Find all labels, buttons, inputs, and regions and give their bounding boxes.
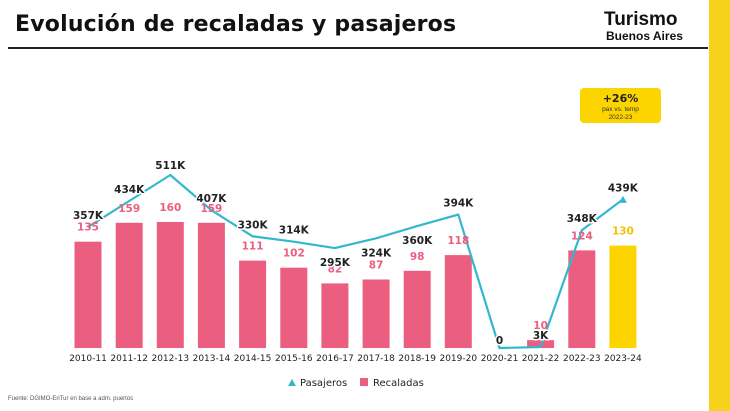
logo-line-1: Turismo	[604, 9, 678, 30]
bar-label-2015-16: 102	[283, 248, 305, 260]
pasajeros-line	[87, 173, 624, 350]
growth-badge-line2: 2022-23	[609, 114, 633, 121]
pasajeros-value-labels: 357K 434K 511K 407K 330K 314K 295K 324K 360K 394K…	[71, 159, 640, 349]
bar-label-2017-18: 87	[369, 260, 384, 272]
pasajeros-label-2017-18: 324K	[361, 247, 392, 259]
category-label-2013-14: 2013-14	[193, 354, 231, 364]
pasajeros-label-2019-20: 394K	[443, 198, 474, 210]
logo-line-2: Buenos Aires	[606, 29, 683, 43]
bar-label-2023-24: 130	[612, 226, 634, 238]
pasajeros-label-2022-23: 348K	[567, 213, 598, 225]
category-label-2016-17: 2016-17	[316, 354, 354, 364]
pasajeros-label-2015-16: 314K	[279, 225, 310, 237]
growth-badge-box	[580, 88, 661, 123]
pasajeros-label-2012-13: 511K	[155, 160, 186, 172]
bar-recaladas-2022-23	[568, 250, 596, 348]
bar-recaladas-2017-18	[362, 279, 390, 348]
bar-label-2014-15: 111	[242, 241, 264, 253]
category-label-2017-18: 2017-18	[357, 354, 395, 364]
bar-value-labels: 135 159 160 159 111 102 82 87 98 118 10 124 130	[77, 202, 634, 332]
page-title: Evolución de recaladas y pasajeros	[15, 12, 457, 37]
pasajeros-label-2013-14: 407K	[196, 193, 227, 205]
bar-recaladas-2012-13	[156, 222, 184, 348]
legend-pasajeros-marker	[288, 379, 296, 386]
bar-recaladas-2014-15	[239, 260, 267, 348]
bar-label-2013-14: 159	[200, 203, 222, 215]
legend-pasajeros-label: Pasajeros	[300, 378, 347, 389]
category-label-2023-24: 2023-24	[604, 354, 642, 364]
growth-badge: +26% pax vs. temp 2022-23	[580, 88, 661, 123]
category-labels: 2010-11 2011-12 2012-13 2013-14 2014-15 2015-…	[69, 354, 642, 364]
category-label-2020-21: 2020-21	[481, 354, 519, 364]
pasajeros-marker-2023-24	[618, 195, 627, 203]
bar-label-2021-22: 10	[533, 320, 548, 332]
pasajeros-label-2018-19: 360K	[402, 235, 433, 247]
category-label-2010-11: 2010-11	[69, 354, 107, 364]
growth-badge-line1: pax vs. temp	[602, 106, 639, 113]
bar-recaladas-2016-17	[321, 283, 349, 348]
legend-recaladas-marker	[360, 378, 368, 386]
legend-item-recaladas: Recaladas	[360, 378, 424, 389]
yellow-side-bar	[709, 0, 730, 411]
legend-item-pasajeros: Pasajeros	[288, 378, 347, 389]
pasajeros-label-2021-22: 3K	[533, 330, 549, 342]
bar-label-2016-17: 82	[328, 263, 343, 275]
pasajeros-label-2011-12: 434K	[114, 184, 145, 196]
pasajeros-label-2023-24: 439K	[608, 182, 639, 194]
legend-recaladas-label: Recaladas	[373, 378, 424, 389]
bar-group	[74, 222, 637, 348]
pasajeros-label-2020-21: 0	[496, 335, 503, 347]
bar-recaladas-2010-11	[74, 241, 102, 348]
bar-recaladas-2023-24	[609, 245, 637, 348]
bar-label-2011-12: 159	[118, 203, 140, 215]
source-note: Fuente: DGIMO-EnTur en base a adm. puert…	[8, 396, 134, 402]
bar-recaladas-2013-14	[197, 222, 225, 348]
bar-recaladas-2011-12	[115, 222, 143, 348]
bar-label-2012-13: 160	[159, 202, 181, 214]
category-label-2019-20: 2019-20	[439, 354, 477, 364]
category-label-2018-19: 2018-19	[398, 354, 436, 364]
legend: Pasajeros Recaladas	[288, 378, 424, 389]
category-label-2012-13: 2012-13	[151, 354, 189, 364]
bar-recaladas-2019-20	[444, 255, 472, 348]
bar-recaladas-2015-16	[280, 267, 308, 348]
bar-label-2010-11: 135	[77, 222, 99, 234]
bar-label-2019-20: 118	[447, 235, 469, 247]
category-label-2022-23: 2022-23	[563, 354, 601, 364]
bar-recaladas-2018-19	[403, 270, 431, 348]
bar-label-2022-23: 124	[571, 230, 593, 242]
pasajeros-line-group	[87, 173, 627, 350]
title-divider	[8, 47, 708, 49]
pasajeros-label-2010-11: 357K	[73, 210, 104, 222]
pasajeros-label-2016-17: 295K	[320, 257, 351, 269]
category-label-2021-22: 2021-22	[522, 354, 560, 364]
category-label-2015-16: 2015-16	[275, 354, 313, 364]
growth-badge-value: +26%	[603, 92, 639, 105]
brand-logo: Turismo Buenos Aires	[604, 10, 683, 43]
category-label-2014-15: 2014-15	[234, 354, 272, 364]
category-label-2011-12: 2011-12	[110, 354, 148, 364]
bar-label-2018-19: 98	[410, 251, 425, 263]
pasajeros-label-2014-15: 330K	[238, 219, 269, 231]
